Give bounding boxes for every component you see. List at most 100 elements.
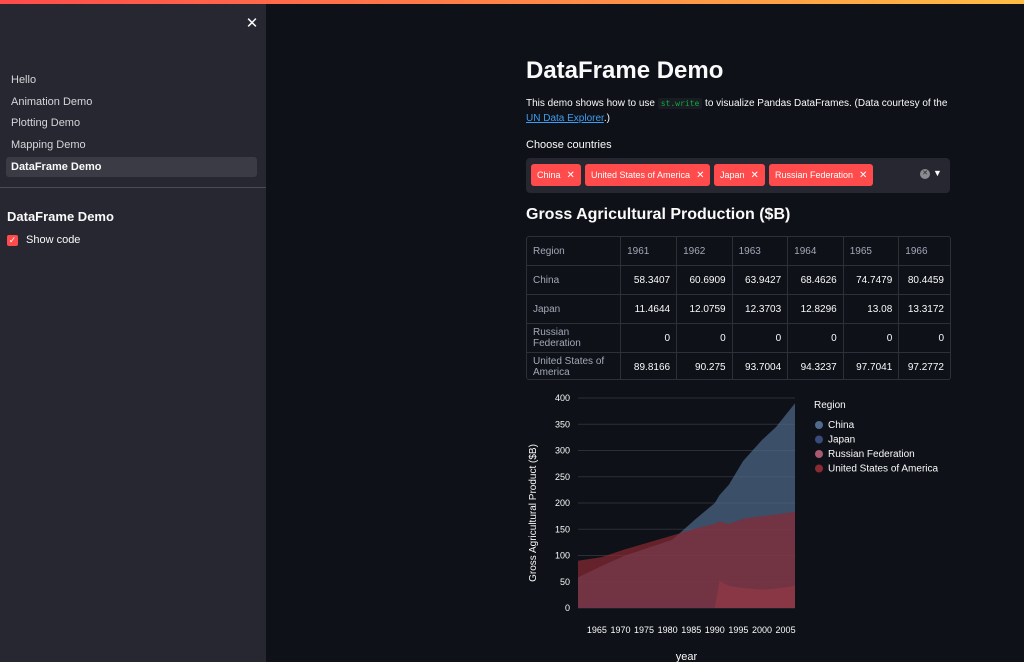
chevron-down-icon[interactable]: ▼	[933, 168, 942, 178]
table-cell: 97.7041	[843, 352, 900, 379]
close-sidebar-button[interactable]: ✕	[244, 16, 260, 32]
sidebar-nav: Hello Animation Demo Plotting Demo Mapping …	[6, 70, 257, 178]
table-cell: 0	[676, 323, 733, 353]
un-data-explorer-link[interactable]: UN Data Explorer	[526, 112, 604, 124]
table-cell: 13.3172	[898, 294, 950, 324]
x-tick-label: 2005	[776, 625, 796, 635]
remove-chip-icon[interactable]: ✕	[750, 170, 759, 181]
top-decoration-bar	[0, 0, 1024, 4]
table-cell: 80.4459	[898, 265, 950, 295]
clear-all-icon[interactable]: ✕	[920, 169, 930, 179]
x-tick-label: 2000	[752, 625, 772, 635]
x-tick-label: 1965	[587, 625, 607, 635]
table-cell: 0	[732, 323, 789, 353]
series-area-united-states-of-america	[578, 511, 795, 608]
show-code-checkbox[interactable]: ✓ Show code	[7, 234, 80, 246]
remove-chip-icon[interactable]: ✕	[696, 170, 705, 181]
y-tick-label: 100	[555, 551, 570, 561]
y-tick-label: 300	[555, 446, 570, 456]
y-tick-label: 150	[555, 524, 570, 534]
show-code-label: Show code	[26, 234, 81, 246]
table-cell: 74.7479	[843, 265, 900, 295]
remove-chip-icon[interactable]: ✕	[566, 170, 575, 181]
sidebar-section-title: DataFrame Demo	[7, 209, 114, 224]
table-cell: 58.3407	[620, 265, 678, 295]
table-cell: 63.9427	[732, 265, 789, 295]
legend-item-label: Japan	[828, 435, 855, 446]
table-header-cell[interactable]: 1963	[732, 237, 789, 266]
x-tick-label: 1995	[728, 625, 748, 635]
y-tick-label: 350	[555, 419, 570, 429]
chip-label: China	[537, 170, 561, 180]
checkbox-checked-icon[interactable]: ✓	[7, 234, 18, 246]
table-cell: 0	[620, 323, 678, 353]
selected-country-chip[interactable]: China ✕	[531, 164, 581, 186]
table-header-cell[interactable]: 1966	[898, 237, 950, 266]
table-cell: 60.6909	[676, 265, 733, 295]
table-cell: 0	[787, 323, 844, 353]
x-tick-label: 1970	[610, 625, 630, 635]
sidebar-item-dataframe-demo[interactable]: DataFrame Demo	[6, 156, 257, 177]
selected-country-chip[interactable]: United States of America ✕	[585, 164, 711, 186]
table-header-cell[interactable]: 1965	[843, 237, 900, 266]
table-header-row: Region 1961 1962 1963 1964 1965 1966	[527, 237, 950, 266]
close-icon: ✕	[245, 15, 259, 32]
desc-text-1: This demo shows how to use	[526, 98, 658, 109]
chip-label: Russian Federation	[775, 170, 854, 180]
legend-item-label: China	[828, 420, 855, 431]
x-tick-label: 1975	[634, 625, 654, 635]
sidebar-item-mapping-demo[interactable]: Mapping Demo	[11, 139, 86, 152]
legend-item-label: United States of America	[828, 464, 938, 475]
table-row[interactable]: United States of America 89.8166 90.275 93.…	[527, 352, 950, 379]
sidebar-divider	[0, 187, 266, 188]
desc-text-3: .)	[603, 112, 610, 124]
sidebar-item-plotting-demo[interactable]: Plotting Demo	[11, 117, 81, 130]
legend-item-label: Russian Federation	[828, 449, 915, 460]
x-axis-label: year	[676, 651, 698, 662]
chip-label: Japan	[720, 170, 745, 180]
table-cell: 93.7004	[732, 352, 789, 379]
y-tick-label: 250	[555, 472, 570, 482]
table-cell: 11.4644	[620, 294, 678, 324]
selected-country-chip[interactable]: Russian Federation ✕	[769, 164, 874, 186]
table-header-cell[interactable]: 1964	[787, 237, 844, 266]
table-cell: 13.08	[843, 294, 900, 324]
x-tick-label: 1990	[705, 625, 725, 635]
table-row[interactable]: Japan 11.4644 12.0759 12.3703 12.8296 13.08 13…	[527, 294, 950, 324]
choose-countries-label: Choose countries	[526, 139, 612, 151]
table-cell: 89.8166	[620, 352, 678, 379]
table-cell: 12.0759	[676, 294, 733, 324]
table-header-cell[interactable]: 1961	[620, 237, 678, 266]
y-tick-label: 50	[560, 577, 570, 587]
table-header-cell[interactable]: 1962	[676, 237, 733, 266]
table-cell: 0	[898, 323, 950, 353]
table-row-header: United States of America	[527, 352, 622, 379]
country-multiselect[interactable]: China ✕ United States of America ✕ Japan ✕ Rus…	[526, 158, 950, 193]
legend-swatch	[815, 450, 823, 458]
table-cell: 94.3237	[787, 352, 844, 379]
section-subtitle: Gross Agricultural Production ($B)	[526, 206, 791, 223]
legend-title: Region	[814, 400, 846, 411]
table-row-header: Japan	[527, 294, 622, 324]
y-axis-label: Gross Agricultural Product ($B)	[528, 444, 539, 582]
agricultural-area-chart[interactable]: 0 50 100 150 200 250 300 350 400 1965 1970 1975 1980…	[523, 386, 955, 662]
y-tick-label: 400	[555, 393, 570, 403]
table-cell: 0	[843, 323, 900, 353]
table-cell: 12.3703	[732, 294, 789, 324]
table-row[interactable]: Russian Federation 0 0 0 0 0 0	[527, 323, 950, 353]
legend-swatch	[815, 435, 823, 444]
chip-label: United States of America	[591, 170, 691, 180]
page-title: DataFrame Demo	[526, 57, 724, 84]
table-cell: 68.4626	[787, 265, 844, 295]
table-cell: 12.8296	[787, 294, 844, 324]
inline-code: st.write	[657, 98, 703, 109]
remove-chip-icon[interactable]: ✕	[859, 170, 868, 181]
selected-country-chip[interactable]: Japan ✕	[714, 164, 765, 186]
sidebar-item-hello[interactable]: Hello	[11, 74, 37, 86]
dataframe-table[interactable]: Region 1961 1962 1963 1964 1965 1966 China 58.3…	[526, 236, 951, 380]
legend-swatch	[815, 421, 823, 429]
table-header-cell[interactable]: Region	[527, 237, 622, 266]
y-tick-label: 200	[555, 498, 570, 508]
sidebar-item-animation-demo[interactable]: Animation Demo	[11, 95, 93, 108]
table-row[interactable]: China 58.3407 60.6909 63.9427 68.4626 74.7479…	[527, 265, 950, 295]
